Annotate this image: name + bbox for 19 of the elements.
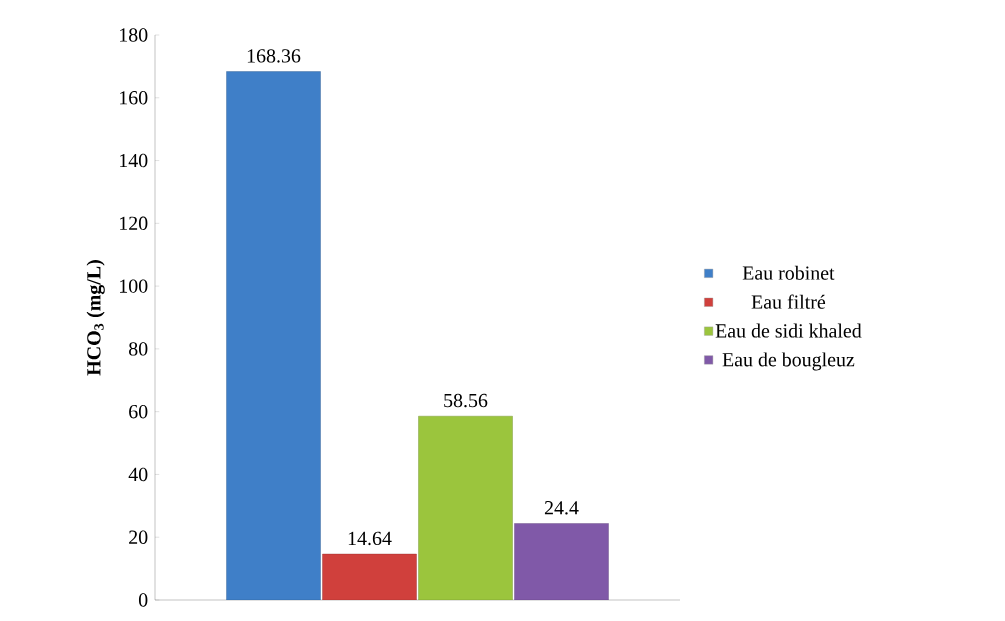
legend-label: Eau de bougleuz [722,352,855,371]
legend-label: Eau de sidi khaled [715,323,862,338]
y-tick-label: 60 [129,404,148,419]
y-tick-label: 100 [120,279,148,293]
legend-label: Eau filtré [751,294,826,309]
y-tick-label: 140 [120,153,148,168]
data-label: 14.64 [348,531,392,546]
data-label: 168.36 [247,49,301,63]
y-tick-label: 80 [129,342,148,356]
y-tick-label: 180 [120,28,148,42]
y-tick-label: 40 [128,467,148,482]
y-tick-label: 20 [129,530,148,544]
data-label: 58.56 [444,393,488,408]
y-tick-label: 120 [120,216,148,231]
y-tick-label: 0 [138,593,148,607]
data-label: 24.4 [544,501,579,515]
y-tick-label: 160 [120,91,148,105]
legend-label: Eau robinet [742,265,835,280]
y-axis-title: HCO$_{3}$ (mg/L) [86,260,105,376]
